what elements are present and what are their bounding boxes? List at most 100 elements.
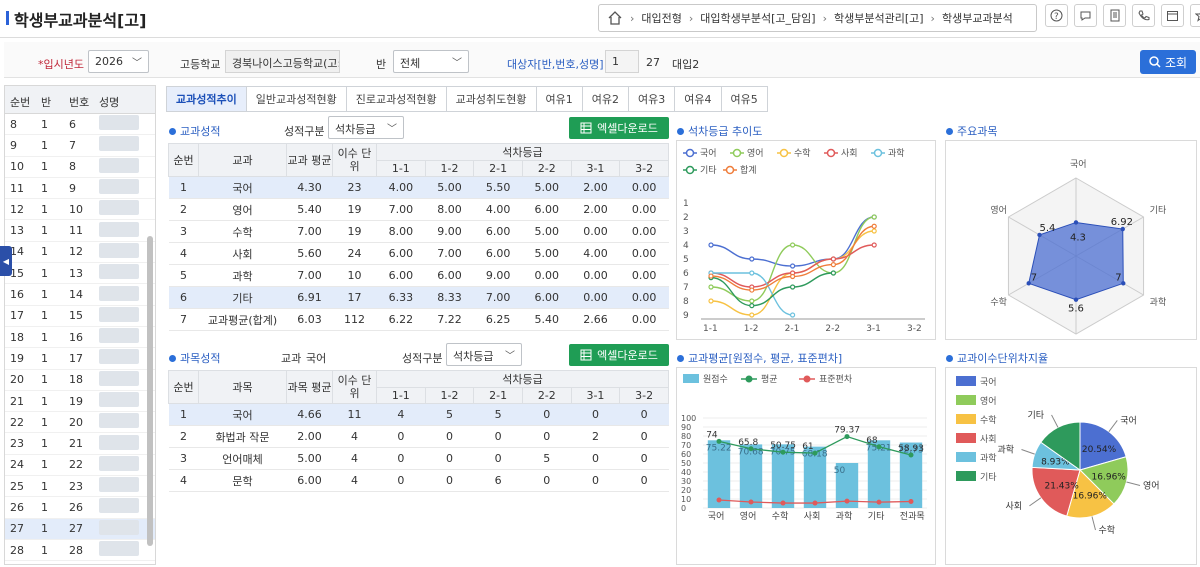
term-header: 3-2 — [619, 160, 669, 177]
tab-4[interactable]: 교과성취도현황 — [446, 86, 537, 112]
name-cell-redacted — [99, 434, 145, 453]
cell: 기타 — [198, 286, 287, 309]
student-row[interactable]: 22 1 20 — [5, 412, 155, 434]
cell: 5.50 — [473, 176, 523, 199]
radar-value-label: 5.6 — [1068, 304, 1084, 315]
name-cell-redacted — [99, 221, 145, 240]
bullet-icon — [677, 354, 684, 362]
school-input[interactable]: 경북나이스고등학교(고: — [225, 50, 340, 73]
collapse-toggle[interactable]: ◀ — [0, 246, 12, 276]
course-grade-type-select[interactable]: 석차등급 ﹀ — [446, 343, 522, 366]
breadcrumb-item[interactable]: 학생부분석관리[고] — [834, 12, 924, 25]
student-row[interactable]: 11 1 9 — [5, 178, 155, 200]
col-header: 석차등급 — [376, 370, 669, 388]
table-row[interactable]: 5 과학 7.00 10 6.00 6.00 9.00 0.00 0.00 0.00 — [168, 264, 669, 287]
star-icon[interactable] — [1190, 4, 1200, 27]
student-row[interactable]: 27 1 27 — [5, 518, 155, 540]
breadcrumb-item[interactable]: 대입학생부분석[고_담임] — [700, 12, 816, 25]
tab-7[interactable]: 여유3 — [629, 86, 676, 112]
radar-axis-label: 영어 — [990, 205, 1007, 216]
legend-marker — [873, 148, 883, 158]
student-row[interactable]: 20 1 18 — [5, 370, 155, 391]
y-tick: 4 — [683, 241, 689, 251]
table-row[interactable]: 2 화법과 작문 2.00 4 0 0 0 0 2 0 — [168, 425, 669, 448]
name-cell-redacted — [99, 115, 145, 133]
help-icon[interactable]: ? — [1045, 4, 1068, 27]
tab-1[interactable]: 교과성적추이 — [166, 86, 247, 112]
tab-3[interactable]: 진로교과성적현황 — [346, 86, 447, 112]
student-row[interactable]: 13 1 11 — [5, 220, 155, 242]
line-value-label: 65.8 — [738, 438, 758, 448]
cell: 6 — [69, 117, 76, 131]
student-row[interactable]: 19 1 17 — [5, 348, 155, 370]
leader-line — [1126, 481, 1141, 486]
name-cell-redacted — [99, 498, 145, 516]
student-row[interactable]: 24 1 22 — [5, 455, 155, 477]
table-row[interactable]: 1 국어 4.66 11 4 5 5 0 0 0 — [168, 403, 669, 426]
cell: 1 — [41, 373, 48, 387]
tab-5[interactable]: 여유1 — [536, 86, 583, 112]
student-row[interactable]: 9 1 7 — [5, 135, 155, 157]
table-row[interactable]: 6 기타 6.91 17 6.33 8.33 7.00 6.00 0.00 0.00 — [168, 286, 669, 309]
tab-9[interactable]: 여유5 — [721, 86, 768, 112]
search-button[interactable]: 조회 — [1140, 50, 1196, 74]
section-title-text: 과목성적 — [180, 352, 221, 365]
tab-6[interactable]: 여유2 — [582, 86, 630, 112]
table-row[interactable]: 3 언어매체 5.00 4 0 0 0 5 0 0 — [168, 447, 669, 470]
target-class-input[interactable]: 1 — [605, 50, 639, 73]
cell: 1 — [41, 138, 48, 152]
home-icon[interactable] — [607, 11, 623, 25]
student-row[interactable]: 12 1 10 — [5, 199, 155, 221]
cell: 사회 — [198, 242, 287, 265]
class-select[interactable]: 전체 ﹀ — [393, 50, 469, 73]
student-row[interactable]: 18 1 16 — [5, 327, 155, 349]
year-select[interactable]: 2026 ﹀ — [88, 50, 149, 73]
cell: 28 — [69, 543, 83, 557]
excel-icon — [580, 349, 592, 361]
document-icon[interactable] — [1103, 4, 1126, 27]
name-cell-redacted — [99, 455, 145, 474]
student-row[interactable]: 15 1 13 — [5, 263, 155, 285]
student-row[interactable]: 21 1 19 — [5, 391, 155, 413]
redacted-block — [99, 200, 139, 216]
cell: 112 — [332, 308, 377, 331]
student-row[interactable]: 8 1 6 — [5, 114, 155, 136]
student-row[interactable]: 17 1 15 — [5, 306, 155, 327]
pie-category-label: 기타 — [1028, 410, 1045, 421]
table-row[interactable]: 3 수학 7.00 19 8.00 9.00 6.00 5.00 0.00 0.00 — [168, 220, 669, 243]
grade-type-select[interactable]: 석차등급 ﹀ — [328, 116, 404, 139]
redacted-block — [99, 477, 139, 493]
student-row[interactable]: 14 1 12 — [5, 242, 155, 264]
name-cell-redacted — [99, 519, 145, 538]
breadcrumb-item[interactable]: 대입전형 — [641, 12, 682, 25]
student-row[interactable]: 23 1 21 — [5, 433, 155, 455]
student-row[interactable]: 28 1 28 — [5, 540, 155, 562]
term-header: 2-2 — [521, 160, 572, 177]
toolbar: ? — [1045, 4, 1200, 32]
chat-icon[interactable] — [1074, 4, 1097, 27]
excel-download-button[interactable]: 엑셀다운로드 — [569, 117, 669, 139]
data-point — [871, 242, 877, 248]
x-tick: 1-1 — [703, 324, 718, 334]
cell: 1 — [168, 176, 199, 199]
cell: 12 — [69, 245, 83, 259]
course-excel-download-button[interactable]: 엑셀다운로드 — [569, 344, 669, 366]
student-row[interactable]: 16 1 14 — [5, 284, 155, 306]
student-row[interactable]: 10 1 8 — [5, 157, 155, 178]
student-row[interactable]: 25 1 23 — [5, 476, 155, 498]
table-row[interactable]: 7 교과평균(합계) 6.03 112 6.22 7.22 6.25 5.40 2.66 0.00 — [168, 308, 669, 331]
breadcrumb-item[interactable]: 학생부교과분석 — [941, 12, 1013, 25]
table-row[interactable]: 4 문학 6.00 4 0 0 6 0 0 0 — [168, 469, 669, 492]
radar-point — [1120, 226, 1125, 232]
phone-icon[interactable] — [1132, 4, 1155, 27]
table-row[interactable]: 1 국어 4.30 23 4.00 5.00 5.50 5.00 2.00 0.00 — [168, 176, 669, 199]
calendar-icon[interactable] — [1161, 4, 1184, 27]
scrollbar[interactable] — [147, 236, 153, 546]
redacted-block — [99, 328, 139, 344]
cell: 9 — [10, 138, 17, 152]
tab-8[interactable]: 여유4 — [675, 86, 722, 112]
table-row[interactable]: 2 영어 5.40 19 7.00 8.00 4.00 6.00 2.00 0.00 — [168, 198, 669, 221]
table-row[interactable]: 4 사회 5.60 24 6.00 7.00 6.00 5.00 4.00 0.00 — [168, 242, 669, 265]
tab-2[interactable]: 일반교과성적현황 — [246, 86, 347, 112]
student-row[interactable]: 26 1 26 — [5, 497, 155, 519]
